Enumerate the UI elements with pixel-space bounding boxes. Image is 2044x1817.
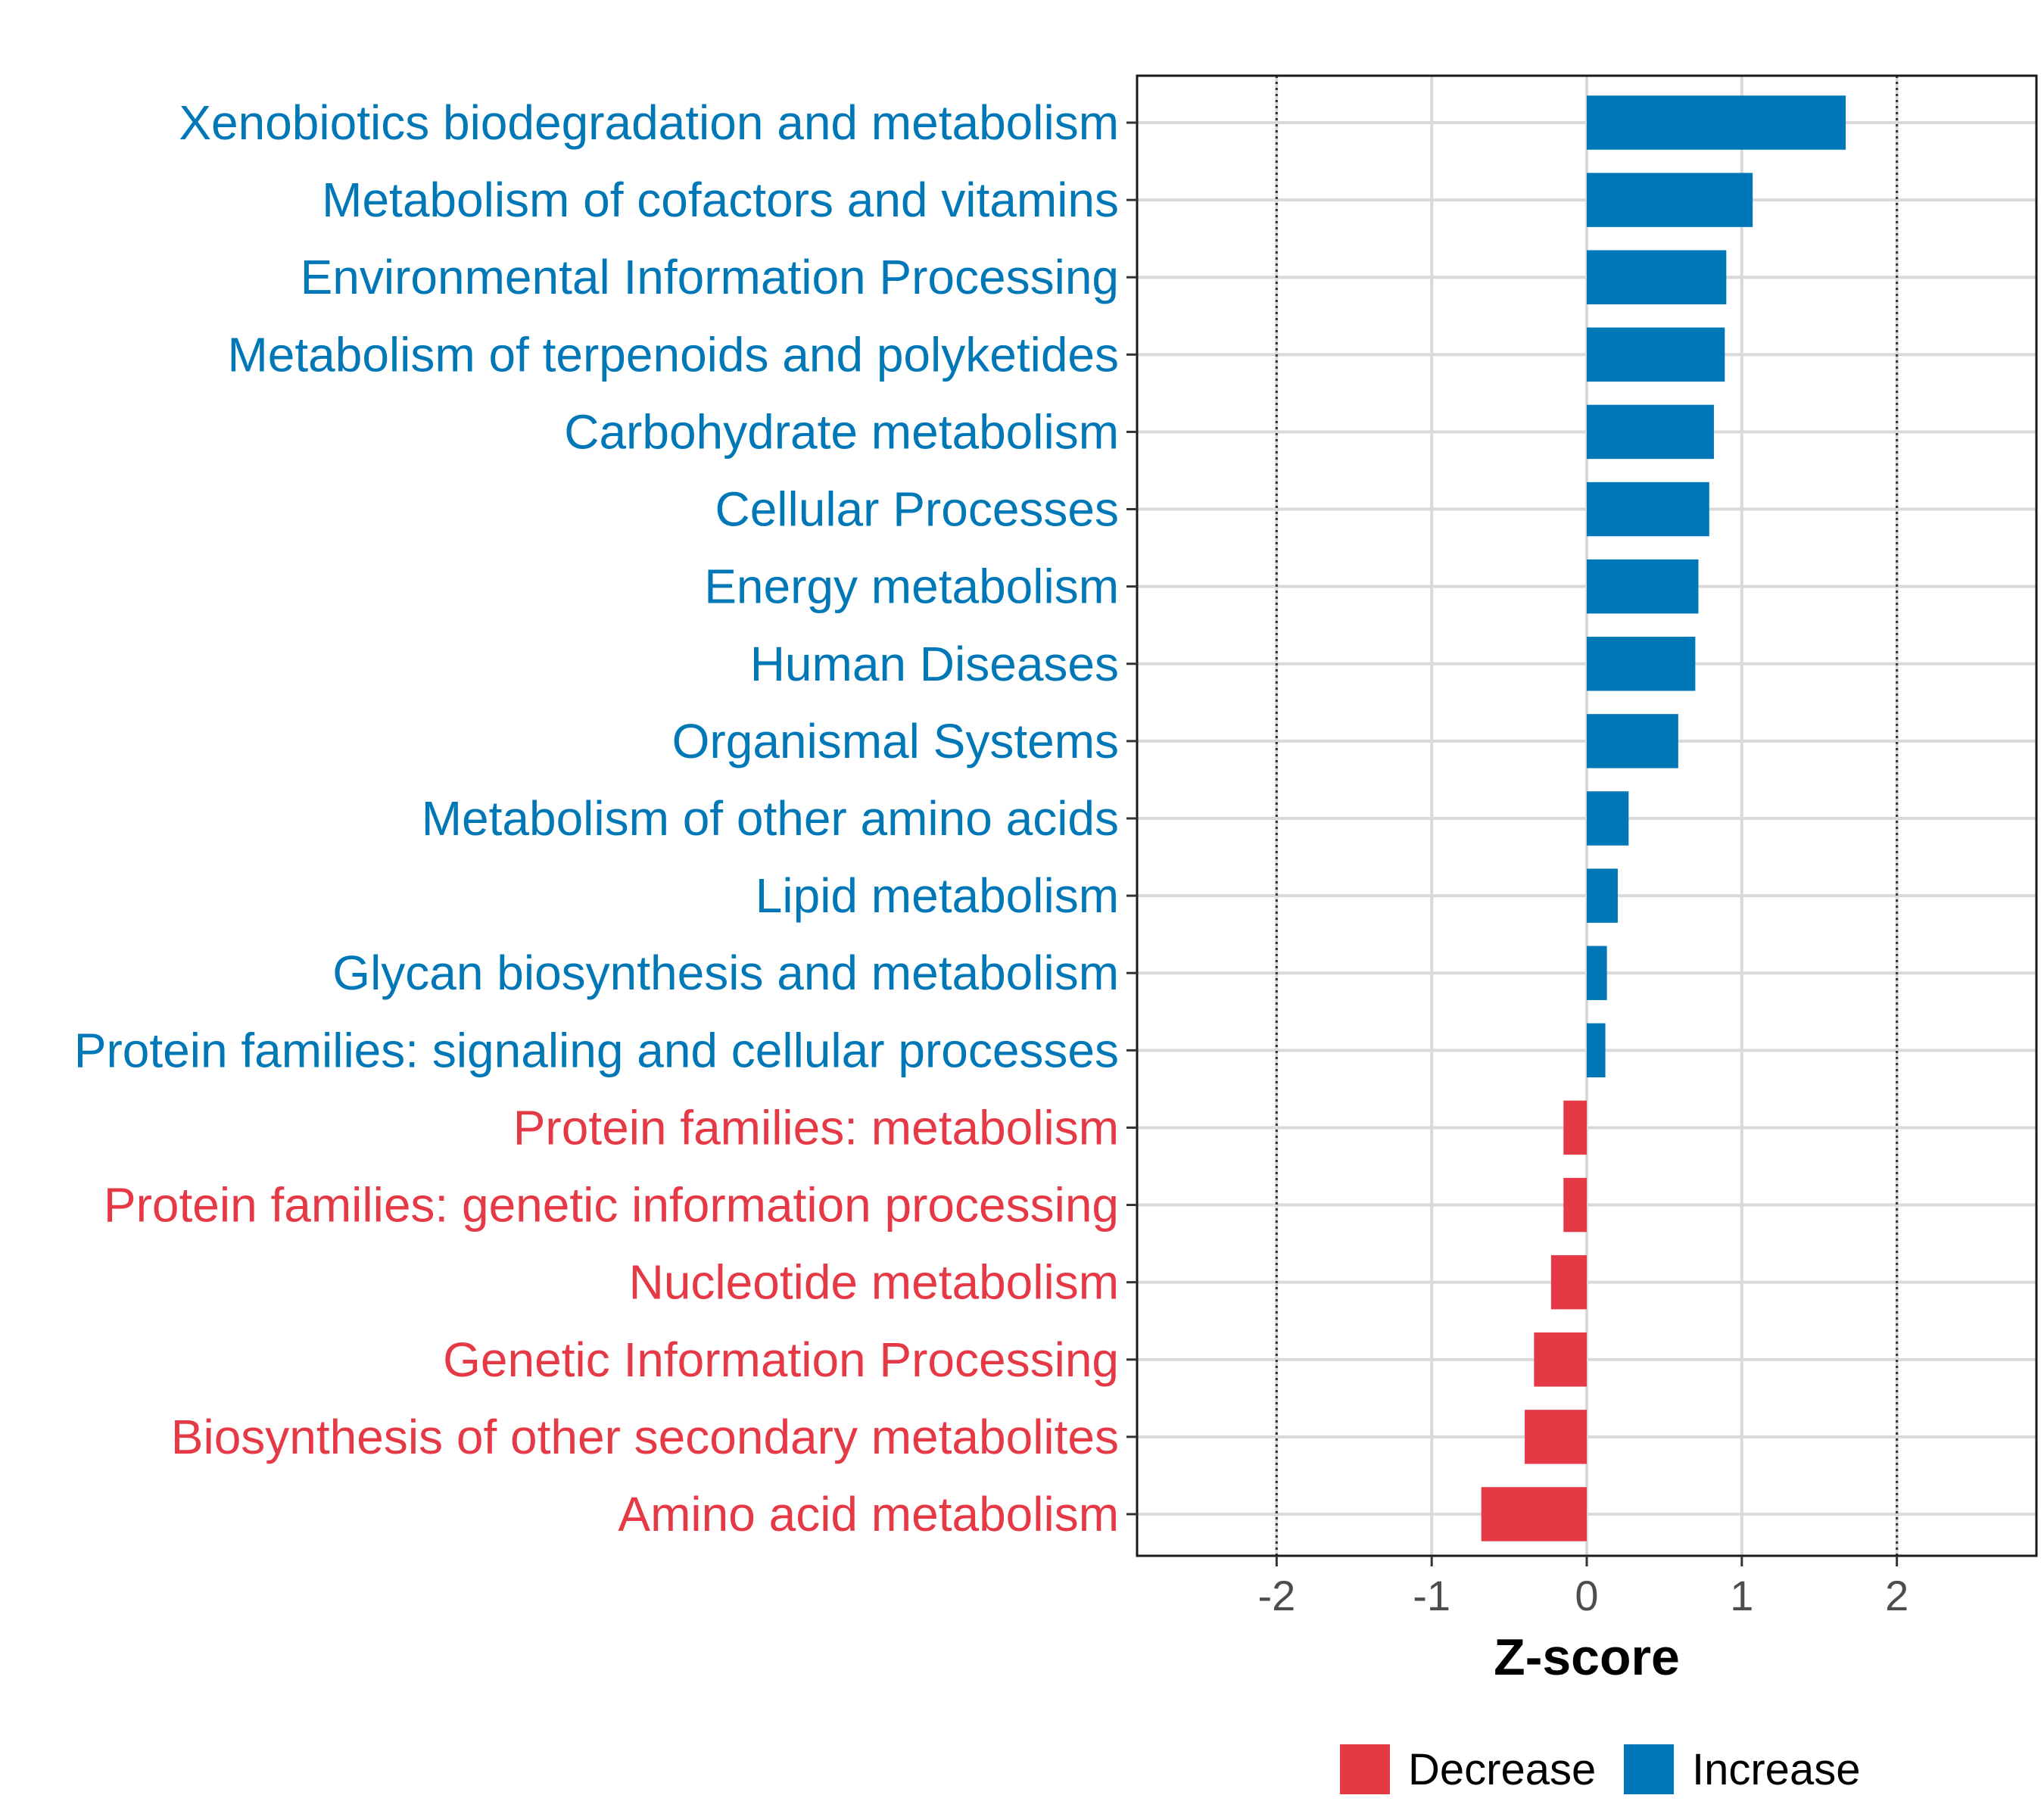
category-label: Protein families: genetic information pr…	[104, 1178, 1119, 1233]
bar-increase	[1587, 559, 1699, 614]
category-label: Xenobiotics biodegradation and metabolis…	[179, 95, 1119, 150]
x-tick-label: 0	[1575, 1572, 1598, 1619]
legend: Decrease Increase	[1340, 1744, 1860, 1794]
bar-increase	[1587, 95, 1846, 150]
category-label: Biosynthesis of other secondary metaboli…	[171, 1410, 1119, 1464]
x-tick-label: -1	[1413, 1572, 1450, 1619]
bar-increase	[1587, 250, 1727, 304]
category-label: Carbohydrate metabolism	[564, 404, 1119, 459]
y-axis-ticks	[1126, 121, 1137, 1516]
bar-decrease	[1525, 1410, 1587, 1464]
bar-decrease	[1534, 1332, 1587, 1387]
bar-decrease	[1481, 1487, 1587, 1541]
x-tick-label: 1	[1730, 1572, 1753, 1619]
bars	[1481, 95, 1846, 1541]
category-label: Metabolism of cofactors and vitamins	[322, 173, 1119, 227]
category-label: Organismal Systems	[672, 714, 1119, 768]
x-axis-ticks: -2 -1 0 1 2	[1257, 1556, 1908, 1619]
bar-increase	[1587, 404, 1714, 460]
legend-swatch-increase	[1624, 1744, 1674, 1794]
category-label: Metabolism of terpenoids and polyketides	[227, 327, 1119, 382]
bar-increase	[1587, 637, 1696, 691]
category-label: Protein families: metabolism	[513, 1100, 1119, 1155]
bar-increase	[1587, 946, 1607, 1000]
category-label: Protein families: signaling and cellular…	[74, 1023, 1119, 1077]
category-label: Metabolism of other amino acids	[422, 791, 1119, 846]
legend-label-increase: Increase	[1692, 1745, 1860, 1794]
bar-increase	[1587, 868, 1618, 923]
category-label: Environmental Information Processing	[301, 250, 1119, 304]
bar-increase	[1587, 1023, 1606, 1078]
x-tick-label: -2	[1257, 1572, 1295, 1619]
x-axis-title: Z-score	[1494, 1628, 1680, 1686]
category-label: Amino acid metabolism	[618, 1487, 1119, 1541]
bar-increase	[1587, 791, 1629, 846]
category-label: Human Diseases	[750, 637, 1119, 691]
category-label: Nucleotide metabolism	[629, 1255, 1119, 1310]
legend-swatch-decrease	[1340, 1744, 1390, 1794]
bar-decrease	[1563, 1100, 1587, 1155]
category-label: Lipid metabolism	[756, 868, 1119, 923]
bar-decrease	[1563, 1177, 1587, 1233]
bar-increase	[1587, 714, 1678, 768]
bar-increase	[1587, 173, 1753, 227]
y-axis-labels: Xenobiotics biodegradation and metabolis…	[74, 95, 1119, 1541]
category-label: Cellular Processes	[715, 482, 1119, 537]
legend-label-decrease: Decrease	[1408, 1745, 1596, 1794]
bar-decrease	[1550, 1254, 1587, 1310]
category-label: Glycan biosynthesis and metabolism	[332, 946, 1119, 1000]
bar-increase	[1587, 482, 1709, 537]
bar-increase	[1587, 327, 1725, 382]
x-tick-label: 2	[1885, 1572, 1908, 1619]
category-label: Genetic Information Processing	[443, 1332, 1119, 1387]
reference-lines	[1275, 76, 1899, 1556]
category-label: Energy metabolism	[704, 559, 1119, 614]
